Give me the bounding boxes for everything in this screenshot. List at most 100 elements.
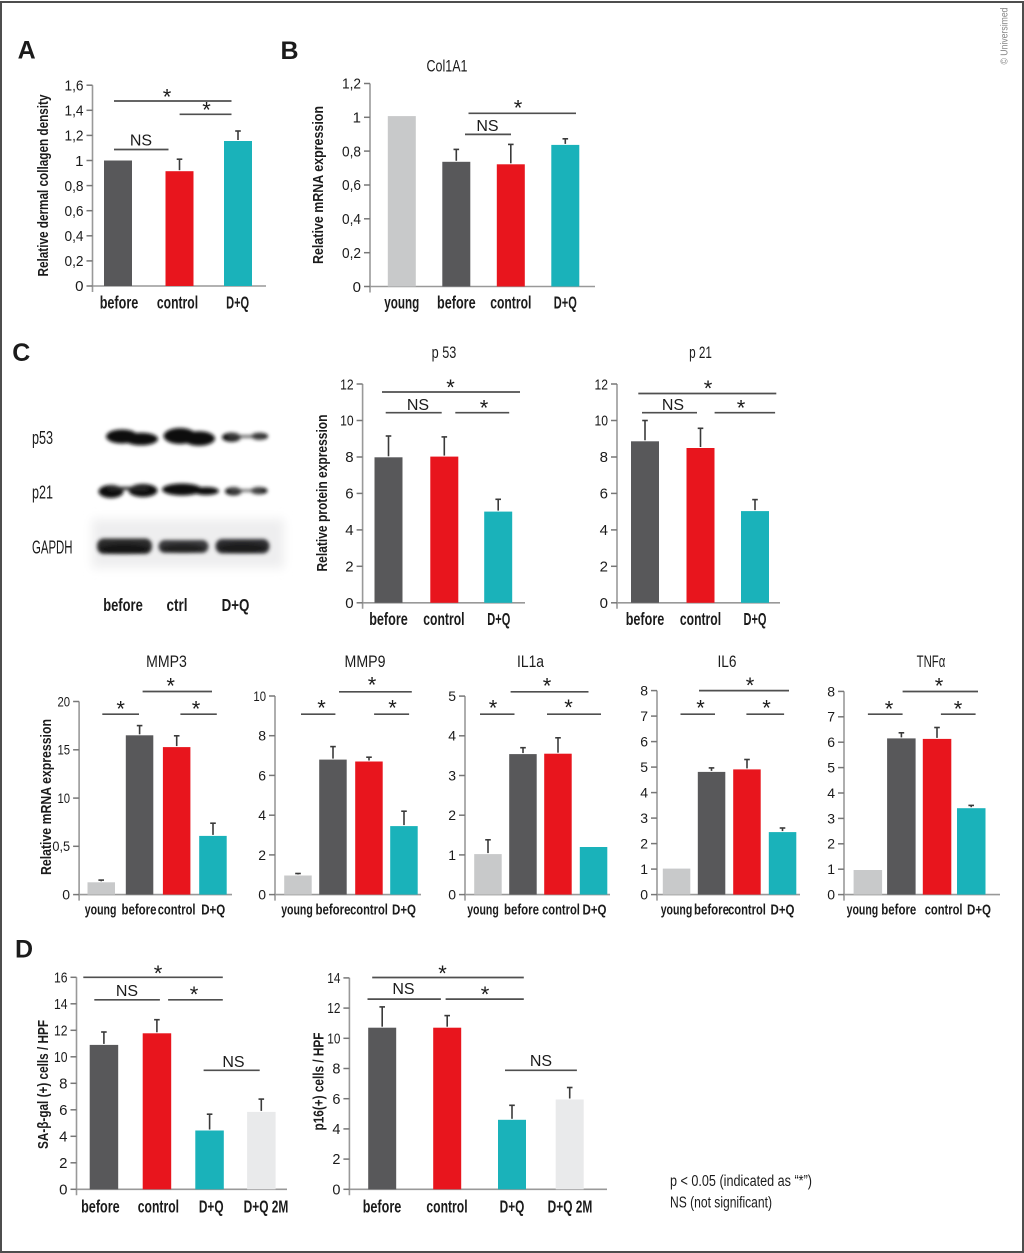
svg-text:D+Q: D+Q — [583, 902, 607, 919]
svg-text:0,4: 0,4 — [65, 228, 84, 245]
svg-text:2: 2 — [332, 1152, 340, 1168]
svg-text:*: * — [368, 672, 377, 697]
svg-text:TNFα: TNFα — [917, 653, 946, 671]
svg-text:*: * — [746, 673, 755, 698]
svg-text:C: C — [12, 339, 30, 367]
svg-text:D+Q: D+Q — [201, 902, 225, 919]
svg-text:*: * — [737, 395, 746, 420]
svg-text:*: * — [446, 375, 455, 400]
svg-text:*: * — [154, 961, 163, 986]
svg-text:0: 0 — [600, 595, 608, 612]
svg-text:*: * — [190, 982, 199, 1007]
svg-text:D+Q: D+Q — [554, 293, 577, 313]
svg-text:4: 4 — [827, 785, 835, 801]
svg-text:*: * — [317, 695, 326, 720]
svg-text:before: before — [122, 902, 157, 919]
svg-text:*: * — [704, 376, 713, 401]
svg-text:8: 8 — [258, 728, 266, 744]
svg-text:control: control — [157, 293, 198, 313]
svg-text:5: 5 — [640, 759, 648, 775]
svg-text:NS: NS — [407, 397, 429, 414]
svg-text:6: 6 — [640, 734, 648, 750]
svg-text:Relative dermal collagen densi: Relative dermal collagen density — [35, 94, 52, 277]
svg-text:D+Q: D+Q — [500, 1197, 525, 1217]
svg-text:0: 0 — [59, 1182, 67, 1199]
svg-text:4: 4 — [640, 785, 648, 801]
svg-text:8: 8 — [59, 1076, 67, 1093]
svg-text:MMP3: MMP3 — [146, 653, 187, 671]
svg-text:12: 12 — [327, 1001, 340, 1017]
svg-text:control: control — [680, 609, 721, 629]
svg-text:before: before — [316, 902, 351, 919]
svg-text:1: 1 — [75, 153, 83, 170]
svg-text:D+Q 2M: D+Q 2M — [244, 1197, 289, 1217]
svg-text:4: 4 — [345, 522, 353, 539]
svg-text:2: 2 — [640, 836, 648, 852]
svg-text:SA-β-gal (+) cells / HPF: SA-β-gal (+) cells / HPF — [35, 1020, 52, 1149]
svg-text:0,6: 0,6 — [65, 203, 84, 220]
svg-text:young: young — [847, 902, 879, 919]
svg-text:young: young — [85, 902, 117, 919]
svg-text:2: 2 — [600, 559, 608, 576]
svg-text:4: 4 — [59, 1129, 67, 1146]
svg-text:p53: p53 — [32, 428, 53, 448]
svg-text:1: 1 — [353, 110, 361, 127]
svg-text:5: 5 — [448, 688, 456, 704]
svg-text:IL6: IL6 — [718, 653, 737, 671]
svg-text:young: young — [467, 902, 499, 919]
svg-text:0,2: 0,2 — [65, 253, 84, 270]
svg-text:*: * — [480, 395, 489, 420]
svg-text:© Universimed: © Universimed — [1000, 8, 1011, 65]
svg-text:Col1A1: Col1A1 — [427, 57, 468, 76]
svg-text:p21: p21 — [32, 483, 53, 503]
svg-text:D+Q: D+Q — [222, 595, 250, 615]
svg-text:p 53: p 53 — [432, 343, 457, 362]
svg-text:NS: NS — [130, 133, 152, 150]
svg-text:20: 20 — [58, 693, 71, 709]
svg-text:3: 3 — [448, 767, 456, 783]
svg-text:2: 2 — [827, 836, 835, 852]
svg-text:D+Q: D+Q — [967, 902, 991, 919]
svg-text:0: 0 — [827, 887, 835, 903]
svg-text:*: * — [885, 696, 894, 721]
svg-text:2: 2 — [258, 847, 266, 863]
svg-text:p < 0.05 (indicated as “*”): p < 0.05 (indicated as “*”) — [670, 1173, 812, 1190]
svg-text:10: 10 — [58, 790, 71, 806]
svg-text:D+Q: D+Q — [487, 609, 510, 629]
svg-text:before: before — [81, 1197, 120, 1217]
svg-text:6: 6 — [59, 1102, 67, 1119]
svg-text:control: control — [423, 609, 464, 629]
svg-text:0: 0 — [345, 595, 353, 612]
svg-text:8: 8 — [640, 683, 648, 699]
svg-text:NS (not significant): NS (not significant) — [670, 1195, 772, 1212]
svg-text:0: 0 — [62, 887, 70, 903]
svg-text:8: 8 — [345, 449, 353, 466]
svg-text:*: * — [935, 673, 944, 698]
svg-text:young: young — [384, 293, 419, 313]
svg-text:D: D — [15, 936, 33, 964]
svg-text:7: 7 — [827, 709, 835, 725]
svg-text:0,8: 0,8 — [342, 143, 361, 160]
svg-text:D+Q: D+Q — [199, 1197, 224, 1217]
svg-text:Relative mRNA expression: Relative mRNA expression — [310, 106, 327, 264]
svg-text:control: control — [490, 293, 531, 313]
svg-text:8: 8 — [332, 1062, 340, 1078]
svg-text:NS: NS — [222, 1054, 244, 1071]
svg-text:p16(+) cells / HPF: p16(+) cells / HPF — [311, 1033, 328, 1131]
svg-text:D+Q 2M: D+Q 2M — [548, 1197, 593, 1217]
svg-text:ctrl: ctrl — [167, 595, 188, 615]
svg-text:before: before — [504, 902, 539, 919]
svg-text:before: before — [369, 609, 408, 629]
svg-text:12: 12 — [340, 376, 354, 393]
svg-text:1: 1 — [448, 847, 456, 863]
svg-text:12: 12 — [595, 376, 609, 393]
svg-text:D+Q: D+Q — [226, 293, 249, 313]
svg-text:*: * — [116, 696, 125, 721]
svg-text:before: before — [694, 902, 729, 919]
svg-text:2: 2 — [448, 807, 456, 823]
svg-text:*: * — [163, 84, 172, 109]
svg-text:0: 0 — [332, 1182, 340, 1198]
svg-text:young: young — [661, 902, 693, 919]
svg-text:A: A — [18, 37, 36, 65]
svg-text:0: 0 — [448, 887, 456, 903]
